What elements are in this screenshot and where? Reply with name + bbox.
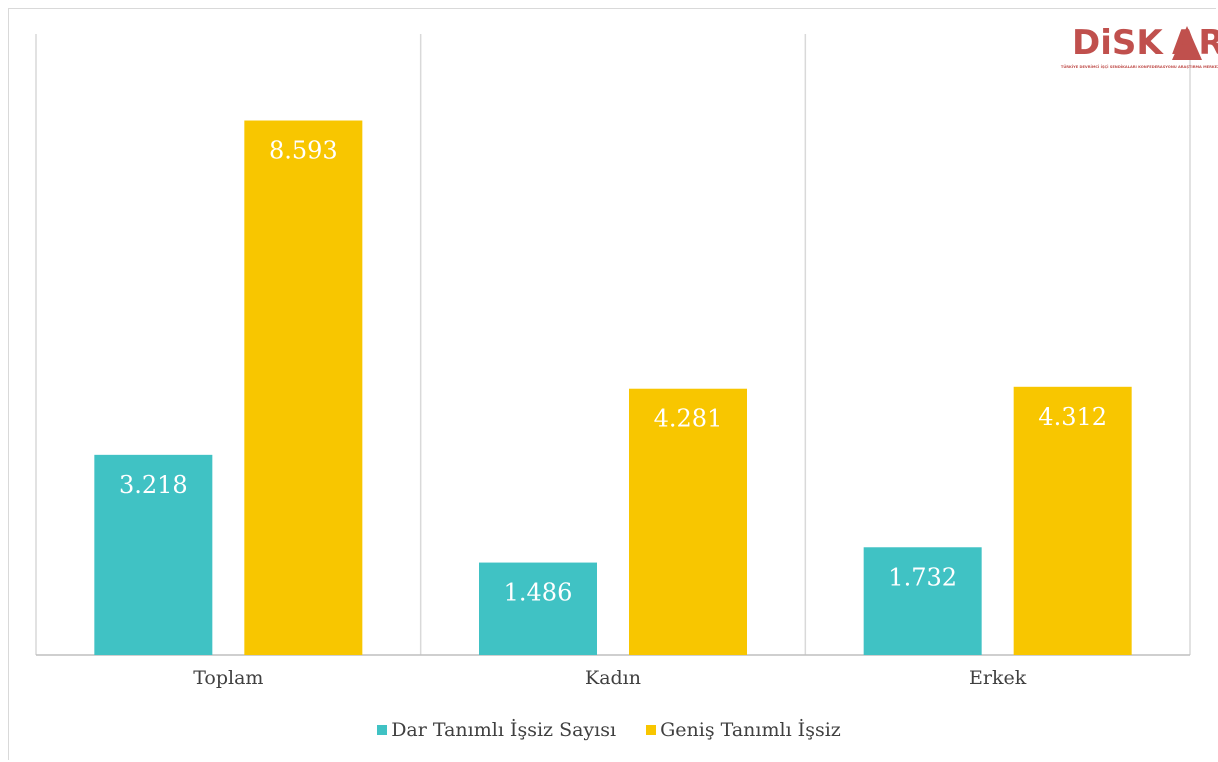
legend-item-genis: Geniş Tanımlı İşsiz (646, 719, 841, 741)
bar (1013, 386, 1132, 655)
logo-triangle-icon (1172, 26, 1202, 60)
x-tick-label: Toplam (193, 667, 263, 689)
x-tick-label: Kadın (585, 667, 641, 689)
legend-label-dar: Dar Tanımlı İşsiz Sayısı (391, 719, 617, 741)
data-label: 8.593 (269, 137, 338, 165)
logo-wordmark-ar: AR (1172, 23, 1218, 63)
bar (863, 547, 982, 655)
legend-swatch-genis (646, 725, 657, 735)
data-label: 1.486 (504, 579, 573, 607)
logo-subtitle: TÜRKİYE DEVRİMCİ İŞÇİ SENDİKALARI KONFED… (1061, 64, 1218, 69)
bar (94, 454, 213, 655)
legend-label-genis: Geniş Tanımlı İşsiz (660, 719, 841, 741)
data-label: 4.312 (1038, 403, 1107, 431)
data-label: 1.732 (888, 563, 957, 591)
bar (629, 388, 747, 655)
bar (244, 120, 363, 656)
chart-frame (8, 8, 1216, 760)
bar (479, 562, 597, 655)
legend-swatch-dar (377, 725, 388, 735)
chart-legend: Dar Tanımlı İşsiz Sayısı Geniş Tanımlı İ… (0, 718, 1218, 741)
logo-wordmark: DiSK (1072, 23, 1164, 63)
data-label: 4.281 (654, 405, 723, 433)
legend-item-dar: Dar Tanımlı İşsiz Sayısı (377, 719, 616, 741)
data-label: 3.218 (119, 471, 188, 499)
x-tick-label: Erkek (969, 667, 1027, 689)
